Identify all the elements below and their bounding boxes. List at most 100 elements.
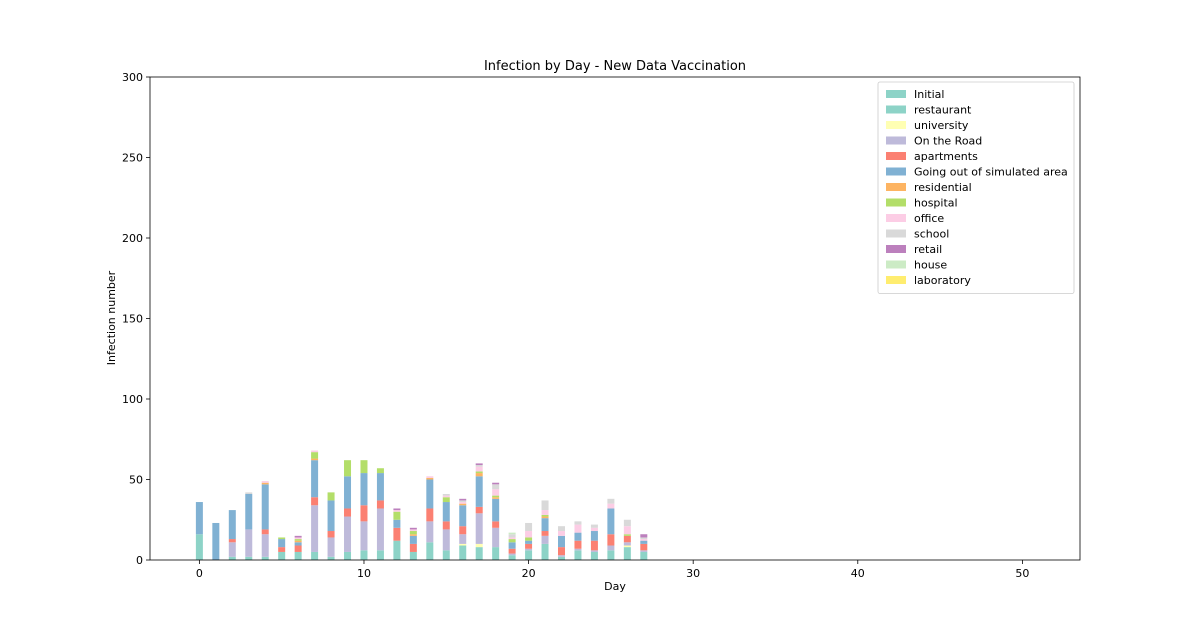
bar-segment-day26-series9 [623, 519, 631, 527]
bar-segment-day14-series5 [426, 479, 434, 509]
y-tick-label: 200 [122, 232, 143, 245]
legend-swatch [886, 245, 906, 253]
bar-segment-day7-series4 [311, 497, 319, 506]
bar-segment-day21-series0 [541, 543, 549, 560]
y-tick-label: 250 [122, 152, 143, 165]
bar-segment-day19-series9 [508, 534, 516, 538]
x-axis-label: Day [604, 580, 626, 593]
x-tick-label: 50 [1015, 567, 1029, 580]
bar-segment-day7-series5 [311, 460, 319, 498]
bar-segment-day20-series3 [525, 548, 533, 551]
bar-segment-day22-series4 [558, 547, 565, 556]
bar-segment-day4-series5 [261, 484, 269, 530]
bar-segment-day11-series4 [376, 500, 384, 509]
bar-segment-day16-series2 [459, 543, 467, 546]
bar-segment-day2-series3 [228, 542, 236, 557]
bar-segment-day8-series0 [327, 556, 335, 560]
bar-segment-day12-series5 [393, 519, 401, 528]
bar-segment-day13-series10 [409, 527, 417, 530]
legend-label: university [914, 119, 969, 132]
bar-segment-day6-series0 [294, 551, 302, 560]
bar-segment-day15-series5 [442, 502, 450, 522]
bar-segment-day5-series7 [278, 537, 286, 540]
bar-segment-day7-series7 [311, 452, 319, 459]
bar-segment-day19-series3 [508, 553, 516, 556]
bar-segment-day6-series8 [294, 537, 302, 540]
bar-segment-day11-series5 [376, 473, 384, 501]
bar-segment-day7-series8 [311, 450, 319, 453]
y-axis-label: Infection number [105, 270, 118, 365]
bar-segment-day9-series3 [344, 516, 352, 552]
bar-segment-day21-series8 [541, 510, 549, 515]
bar-segment-day6-series5 [294, 542, 302, 546]
legend-label: school [914, 228, 949, 241]
bar-segment-day15-series3 [442, 529, 450, 551]
bar-segment-day18-series9 [492, 484, 500, 490]
bar-segment-day20-series9 [525, 522, 533, 532]
bar-segment-day8-series4 [327, 531, 335, 538]
legend-label: office [914, 212, 944, 225]
bar-segment-day16-series9 [459, 500, 467, 503]
bar-segment-day8-series7 [327, 492, 335, 501]
legend-label: retail [914, 243, 942, 256]
bar-segment-day23-series0 [574, 550, 582, 560]
bar-segment-day21-series3 [541, 535, 549, 544]
x-tick-label: 30 [686, 567, 700, 580]
bar-segment-day13-series4 [409, 543, 417, 552]
legend-swatch [886, 105, 906, 114]
bar-segment-day25-series8 [607, 503, 615, 509]
legend-swatch [886, 214, 906, 222]
legend-label: On the Road [914, 135, 982, 148]
bar-segment-day25-series9 [607, 498, 615, 504]
bar-segment-day7-series0 [311, 551, 319, 560]
bar-segment-day20-series8 [525, 531, 533, 538]
bar-segment-day21-series9 [541, 500, 549, 511]
bar-segment-day24-series4 [590, 540, 598, 551]
bar-segment-day19-series5 [508, 542, 516, 549]
bar-segment-day6-series4 [294, 545, 302, 552]
legend-swatch [886, 276, 906, 284]
bar-segment-day19-series0 [508, 555, 516, 560]
bar-segment-day23-series9 [574, 521, 582, 525]
bar-segment-day7-series6 [311, 458, 319, 461]
bar-segment-day25-series5 [607, 508, 615, 535]
bar-segment-day6-series6 [294, 540, 302, 543]
legend-swatch [886, 90, 906, 98]
bar-segment-day22-series9 [558, 526, 565, 532]
axes-group: 0 10 20 30 40 50 0 50 100 150 200 250 300 [122, 71, 1081, 580]
bar-segment-day17-series0 [475, 547, 483, 560]
bar-segment-day18-series7 [492, 495, 500, 498]
bar-segment-day22-series3 [558, 555, 565, 557]
legend-label: laboratory [914, 274, 971, 287]
bar-segment-day24-series9 [590, 524, 598, 528]
bar-segment-day15-series7 [442, 497, 450, 503]
legend-swatch [886, 136, 906, 145]
bar-segment-day4-series6 [261, 482, 269, 485]
bar-segment-day23-series5 [574, 532, 582, 541]
bar-segment-day26-series3 [623, 542, 631, 546]
bars-group [195, 450, 648, 560]
bar-segment-day15-series9 [442, 493, 450, 496]
bar-segment-day0-series5 [195, 502, 203, 535]
legend-label: residential [914, 181, 972, 194]
bar-segment-day26-series4 [623, 535, 631, 543]
bar-segment-day9-series7 [344, 460, 352, 477]
bar-segment-day23-series8 [574, 524, 582, 533]
bar-segment-day13-series5 [409, 535, 417, 544]
bar-segment-day20-series0 [525, 550, 533, 560]
bar-segment-day16-series5 [459, 505, 467, 527]
bar-segment-day2-series5 [228, 510, 236, 540]
bar-segment-day24-series0 [590, 551, 598, 560]
legend-swatch [886, 183, 906, 191]
bar-segment-day24-series5 [590, 531, 598, 541]
bar-segment-day17-series8 [475, 466, 483, 472]
bar-segment-day19-series4 [508, 548, 516, 554]
bar-segment-day19-series8 [508, 537, 516, 540]
legend-swatch [886, 198, 906, 207]
bar-segment-day15-series4 [442, 521, 450, 530]
bar-segment-day12-series7 [393, 511, 401, 520]
bar-segment-day24-series3 [590, 550, 598, 552]
bar-segment-day4-series4 [261, 529, 269, 535]
bar-segment-day14-series8 [426, 476, 434, 478]
